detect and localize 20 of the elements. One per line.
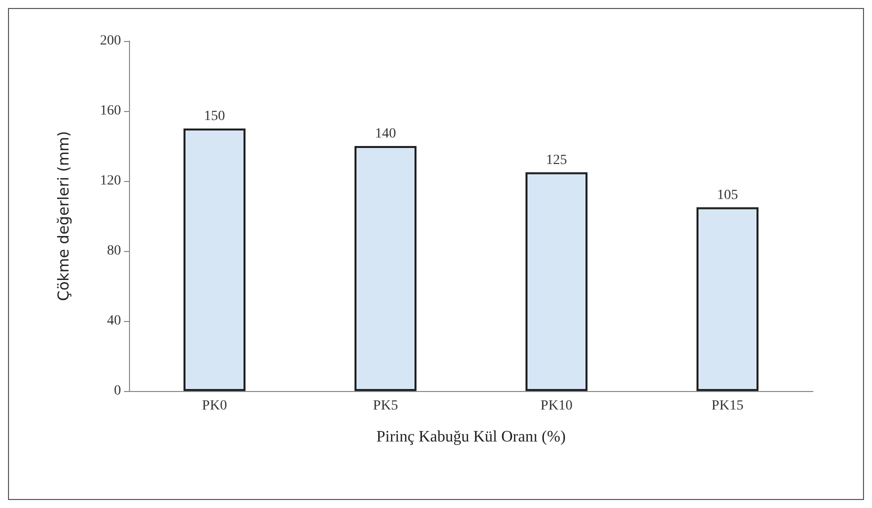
- x-tick-label: PK5: [373, 398, 398, 414]
- x-tick-label: PK15: [712, 398, 744, 414]
- x-tick-label: PK10: [540, 398, 572, 414]
- bar: [696, 207, 758, 391]
- y-tick-label: 40: [107, 314, 121, 328]
- bar: [184, 128, 246, 391]
- y-axis-title: Çökme değerleri (mm): [54, 130, 72, 302]
- y-tick-label: 0: [114, 384, 121, 398]
- y-tick-label: 200: [100, 34, 121, 48]
- bar: [526, 172, 588, 391]
- x-tick-label: PK0: [202, 398, 227, 414]
- data-label: 140: [375, 126, 396, 142]
- data-label: 150: [204, 109, 225, 124]
- x-axis-title: Pirinç Kabuğu Kül Oranı (%): [376, 428, 566, 446]
- data-label: 125: [546, 152, 567, 168]
- y-tick-label: 160: [100, 104, 121, 118]
- bar: [354, 146, 416, 391]
- data-label: 105: [717, 188, 738, 203]
- y-tick-label: 80: [107, 244, 121, 258]
- y-tick-label: 120: [100, 174, 121, 188]
